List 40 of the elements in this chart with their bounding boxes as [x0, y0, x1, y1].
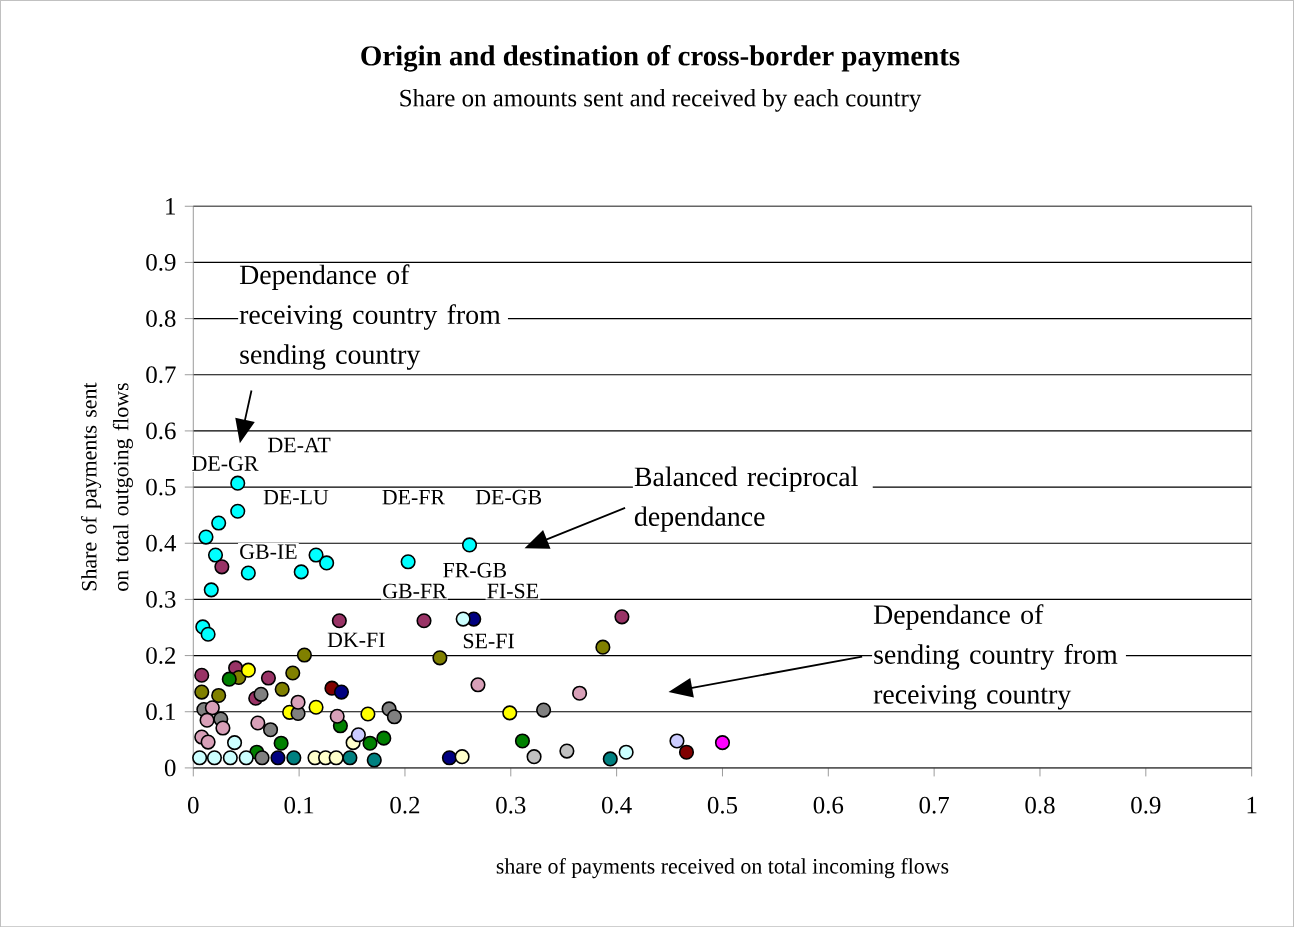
annotation: DE-LU [263, 489, 329, 505]
y-tick-label: 0.7 [146, 366, 176, 384]
y-tick-label: 0.6 [146, 422, 176, 440]
y-tick-label: 1 [166, 197, 175, 215]
annotation: FR-GB [443, 562, 506, 578]
x-tick-label: 0.1 [284, 796, 314, 814]
y-tick-label: 0.5 [146, 478, 176, 496]
annotation: GB-FR [383, 583, 447, 599]
y-tick-label: 0.8 [146, 310, 176, 327]
y-tick-label: 0.1 [146, 703, 175, 721]
x-tick-label: 0.2 [390, 796, 420, 814]
x-tick-label: 0.4 [602, 796, 632, 814]
annotation: DE-GB [475, 489, 542, 505]
annotation: FI-SE [487, 583, 538, 599]
annotation: GB-IE [240, 544, 297, 559]
annotation: Balanced reciprocal dependance [634, 466, 858, 532]
x-tick-label: 0.8 [1025, 796, 1055, 814]
annotation: SE-FI [463, 633, 514, 649]
chart-title: Origin and destination of cross-border payments [361, 44, 960, 72]
chart-subtitle: Share on amounts sent and received by each country [400, 88, 922, 112]
y-tick-label: 0.9 [146, 253, 176, 271]
x-tick-label: 0.9 [1131, 796, 1161, 814]
x-tick-label: 0.5 [707, 796, 738, 814]
x-tick-label: 1 [1247, 796, 1257, 814]
x-tick-label: 0.6 [813, 796, 844, 814]
x-tick-label: 0.3 [496, 796, 526, 814]
annotation: DE-FR [382, 489, 446, 505]
y-tick-label: 0.4 [146, 534, 177, 552]
y-axis-title: Share of payments sent on total outgoing flows [80, 382, 133, 591]
annotation: DE-AT [268, 437, 331, 453]
annotation: DE-GR [192, 456, 259, 471]
y-tick-label: 0.2 [146, 647, 176, 664]
x-tick-label: 0.7 [919, 796, 949, 814]
annotation: DK-FI [327, 632, 385, 647]
annotation: Dependance of receiving country from sending country [239, 264, 501, 370]
y-tick-label: 0 [164, 759, 176, 777]
annotation: Dependance of sending country from receiving country [873, 604, 1118, 710]
y-tick-label: 0.3 [146, 590, 176, 608]
x-axis-title: share of payments received on total incoming flows [496, 857, 949, 879]
x-tick-label: 0 [188, 796, 199, 814]
